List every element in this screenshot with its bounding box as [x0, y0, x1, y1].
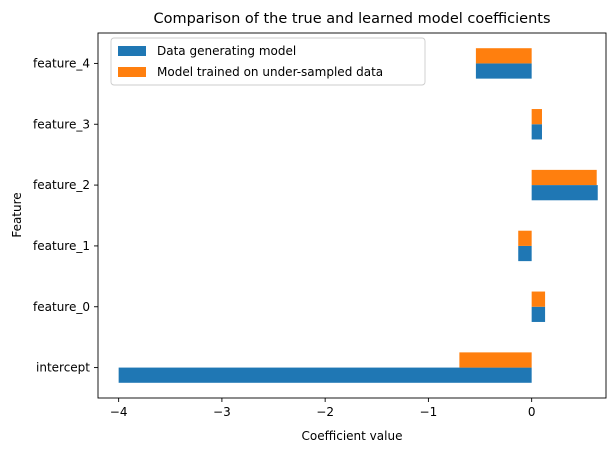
bar-undersampled-model-feature_4 — [475, 48, 532, 64]
legend-swatch-undersampled-model — [118, 67, 146, 77]
bar-true-model-intercept — [118, 367, 532, 383]
y-tick-label: feature_1 — [33, 239, 90, 253]
x-tick-label: −3 — [213, 405, 231, 419]
x-tick-label: −2 — [316, 405, 334, 419]
x-axis-label: Coefficient value — [302, 429, 403, 443]
plot-frame — [97, 32, 607, 399]
y-tick-label: feature_3 — [33, 117, 90, 131]
y-tick-label: feature_4 — [33, 56, 90, 70]
bar-true-model-feature_0 — [531, 306, 546, 322]
legend-label-undersampled-model: Model trained on under-sampled data — [157, 65, 383, 79]
legend-swatch-true-model — [118, 46, 146, 56]
bars-group — [118, 48, 598, 383]
y-axis-label: Feature — [10, 192, 24, 237]
bar-undersampled-model-feature_3 — [531, 109, 542, 125]
bar-true-model-feature_4 — [475, 63, 532, 79]
y-tick-label: intercept — [36, 361, 90, 375]
x-axis: −4 −3 −2 −1 0 — [110, 398, 536, 419]
x-tick-label: 0 — [528, 405, 536, 419]
legend: Data generating model Model trained on un… — [110, 37, 426, 86]
y-tick-label: feature_2 — [33, 178, 90, 192]
x-tick-label: −1 — [420, 405, 438, 419]
bar-undersampled-model-feature_0 — [531, 291, 546, 307]
bar-true-model-feature_1 — [518, 245, 532, 262]
bar-true-model-feature_2 — [531, 185, 598, 201]
chart-title: Comparison of the true and learned model… — [153, 11, 550, 27]
bar-undersampled-model-intercept — [459, 352, 532, 368]
bar-undersampled-model-feature_2 — [531, 169, 597, 186]
y-axis: intercept feature_0 feature_1 feature_2 feat… — [33, 56, 98, 375]
legend-label-true-model: Data generating model — [157, 44, 296, 58]
bar-undersampled-model-feature_1 — [518, 230, 532, 246]
legend-box — [110, 37, 426, 86]
x-tick-label: −4 — [110, 405, 128, 419]
y-tick-label: feature_0 — [33, 300, 90, 314]
bar-true-model-feature_3 — [531, 124, 542, 140]
